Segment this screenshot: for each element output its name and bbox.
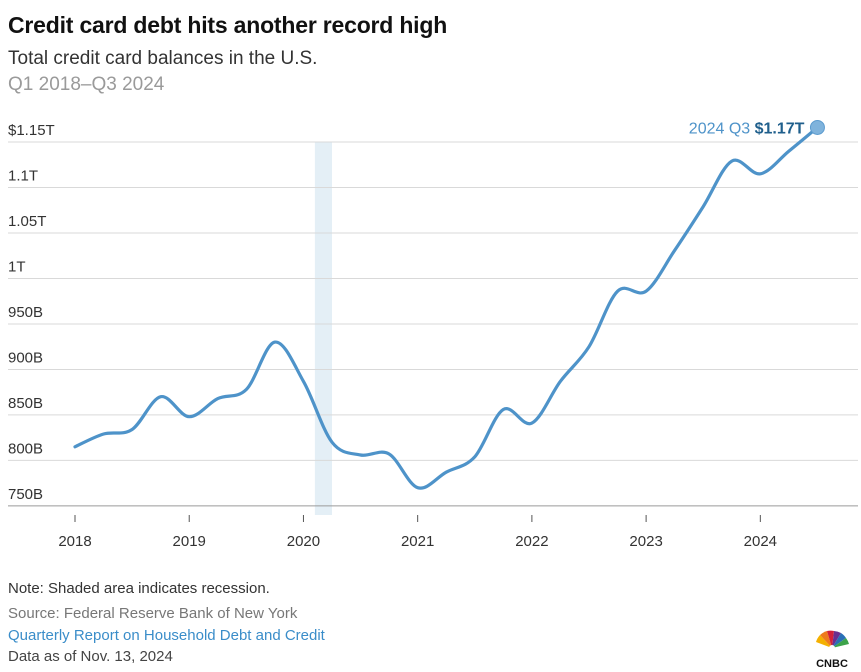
y-tick-label: 900B (8, 349, 43, 366)
latest-period-label: 2024 Q3 (689, 120, 755, 137)
x-tick-label: 2022 (515, 533, 548, 550)
x-tick-label: 2024 (744, 533, 777, 550)
chart-title: Credit card debt hits another record hig… (8, 12, 448, 38)
latest-value-label: 2024 Q3 $1.17T (689, 120, 805, 137)
latest-value-point (809, 119, 825, 135)
grid-layer (8, 141, 858, 507)
series-line (73, 125, 819, 490)
recession-band (314, 142, 332, 515)
chart-date-range: Q1 2018–Q3 2024 (8, 74, 165, 95)
latest-value-amount: $1.17T (755, 120, 805, 137)
footer-note: Note: Shaded area indicates recession. (8, 580, 270, 597)
x-tick-label: 2018 (58, 533, 91, 550)
y-tick-label: 950B (8, 304, 43, 321)
logo-text: CNBC (816, 658, 848, 670)
x-tick-label: 2023 (629, 533, 662, 550)
y-tick-label: 850B (8, 395, 43, 412)
y-tick-label: $1.15T (8, 122, 55, 139)
y-tick-label: 800B (8, 440, 43, 457)
chart-subtitle: Total credit card balances in the U.S. (8, 48, 318, 69)
footer-data-date: Data as of Nov. 13, 2024 (8, 648, 173, 665)
y-tick-label: 750B (8, 486, 43, 503)
recession-band-layer (314, 142, 332, 515)
footer-report-link[interactable]: Quarterly Report on Household Debt and C… (8, 627, 325, 644)
annotation-layer: 2024 Q3 $1.17T (689, 119, 825, 137)
x-axis-ticks: 2018 2019 2020 2021 2022 2023 2024 (58, 515, 777, 550)
y-tick-label: 1.05T (8, 213, 46, 230)
cnbc-logo: CNBC (816, 630, 849, 670)
series-layer (73, 125, 819, 490)
y-tick-label: 1.1T (8, 167, 38, 184)
y-tick-label: 1T (8, 258, 26, 275)
footer-source: Source: Federal Reserve Bank of New York (8, 605, 298, 622)
x-tick-label: 2021 (401, 533, 434, 550)
credit-card-balance-chart: 750B 800B 850B 900B 950B 1T 1.05T 1.1T $1.15T 20… (8, 119, 858, 550)
y-axis-ticks: 750B 800B 850B 900B 950B 1T 1.05T 1.1T $1.15T (8, 122, 55, 503)
x-tick-label: 2020 (287, 533, 320, 550)
x-tick-label: 2019 (173, 533, 206, 550)
